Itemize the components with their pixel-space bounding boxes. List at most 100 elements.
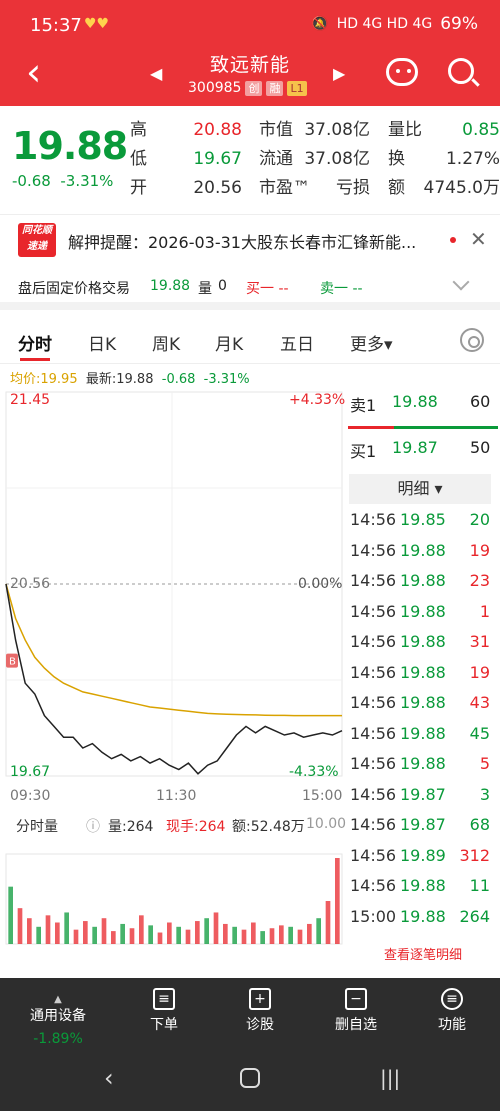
tab-more[interactable]: 更多▾ xyxy=(350,335,393,355)
tick-row: 14:56 19.88 19 xyxy=(346,659,500,689)
close-icon[interactable]: ✕ xyxy=(470,227,487,251)
sector-button[interactable]: ▲ 通用设备 -1.89% xyxy=(18,994,98,1047)
tick-volume: 11 xyxy=(469,876,490,895)
tick-volume: 1 xyxy=(479,601,490,621)
next-stock-icon[interactable]: ▶ xyxy=(333,64,346,83)
caret-up-icon: ▲ xyxy=(54,994,62,1005)
tick-time: 15:00 xyxy=(350,906,397,926)
tick-price: 19.88 xyxy=(400,540,446,560)
value-vol-ratio: 0.85 xyxy=(462,120,500,140)
buy-marker xyxy=(6,653,18,668)
nav-back-icon[interactable]: ‹ xyxy=(104,1064,114,1092)
value-open: 20.56 xyxy=(193,178,242,198)
diagnose-button[interactable]: + 诊股 xyxy=(220,988,300,1034)
tick-price: 19.88 xyxy=(400,693,446,712)
y-top-label: 21.45 xyxy=(10,392,51,408)
diagnose-icon: + xyxy=(249,988,271,1010)
chevron-down-icon[interactable] xyxy=(452,273,470,291)
nav-row: ‹ ◀ 致远新能 300985 创 融 L1 ▶ xyxy=(0,44,500,104)
volume-bar xyxy=(325,901,331,944)
status-time: 15:37 xyxy=(30,15,82,36)
avg-price: 均价:19.95 xyxy=(10,372,78,387)
volume-bar xyxy=(204,918,209,944)
battery-level: 69% xyxy=(440,14,478,34)
back-icon[interactable]: ‹ xyxy=(26,50,42,94)
tick-row: 14:56 19.89 312 xyxy=(346,842,500,872)
sell-1-vol: 60 xyxy=(470,392,491,411)
tick-volume: 45 xyxy=(469,723,490,743)
tick-volume: 312 xyxy=(459,845,490,865)
value-pe: 亏损 xyxy=(336,178,370,198)
tab-five-day[interactable]: 五日 xyxy=(280,335,314,355)
current-price: 19.88 xyxy=(12,124,128,168)
detail-dropdown[interactable]: 明细 ▾ xyxy=(349,474,491,504)
remove-watchlist-button[interactable]: − 删自选 xyxy=(316,988,396,1034)
tick-price: 19.88 xyxy=(400,601,446,621)
tick-time: 14:56 xyxy=(350,510,397,529)
tick-row: 14:56 19.88 11 xyxy=(346,872,500,902)
volume-bar xyxy=(223,923,228,944)
tick-volume: 5 xyxy=(479,754,490,773)
after-hours-label: 盘后固定价格交易 xyxy=(18,281,130,297)
price-line xyxy=(5,583,343,775)
tick-row: 14:56 19.87 68 xyxy=(346,811,500,841)
y-mid-label: 20.56 xyxy=(10,576,51,592)
place-order-button[interactable]: ≡ 下单 xyxy=(124,988,204,1034)
latest-chg: -0.68 xyxy=(161,372,196,387)
tick-volume: 20 xyxy=(469,510,490,529)
volume-bar xyxy=(185,929,191,944)
tick-list[interactable]: 14:56 19.85 20 14:56 19.88 19 14:56 19.88 23 14:5… xyxy=(346,500,500,940)
help-icon[interactable]: ⓘ xyxy=(86,819,100,835)
after-hours-row[interactable]: 盘后固定价格交易 19.88 量 0 买一 -- 卖一 -- xyxy=(0,266,500,310)
latest-pct: -3.31% xyxy=(203,372,250,387)
tick-volume: 43 xyxy=(469,693,490,712)
value-low: 19.67 xyxy=(193,149,242,169)
tick-time: 14:56 xyxy=(350,540,397,560)
volume-bar xyxy=(307,923,312,944)
volume-bar xyxy=(176,926,181,944)
intraday-chart[interactable]: B xyxy=(0,384,346,978)
volume-bar xyxy=(148,925,153,944)
volume-bar xyxy=(120,923,125,944)
mute-icon: 🔕 xyxy=(311,16,329,32)
label-turnover: 换 xyxy=(388,149,405,169)
search-icon[interactable] xyxy=(448,58,474,84)
view-all-ticks-link[interactable]: 查看逐笔明细 xyxy=(383,948,462,963)
functions-button[interactable]: ≡ 功能 xyxy=(412,988,492,1034)
tick-time: 14:56 xyxy=(350,571,397,590)
label-open: 开 xyxy=(130,178,147,198)
volume-bar xyxy=(167,922,172,944)
value-float: 37.08亿 xyxy=(304,149,370,169)
volume-bar xyxy=(83,921,88,944)
alert-text[interactable]: 解押提醒：2026-03-31大股东长春市汇锋新能... xyxy=(68,233,417,252)
tick-price: 19.88 xyxy=(400,662,446,682)
volume-bar xyxy=(111,931,116,944)
volume-label[interactable]: 分时量 xyxy=(16,819,58,835)
tab-daily-k[interactable]: 日K xyxy=(88,335,117,355)
tab-intraday[interactable]: 分时 xyxy=(18,335,52,355)
header: 15:37 ♥♥ 🔕 HD 4G HD 4G 69% ‹ ◀ 致远新能 3009… xyxy=(0,0,500,106)
assistant-robot-icon[interactable] xyxy=(386,58,418,86)
nav-recents-icon[interactable]: ||| xyxy=(380,1066,401,1090)
tick-price: 19.88 xyxy=(400,632,446,651)
news-alert[interactable]: 同花顺 速递 解押提醒：2026-03-31大股东长春市汇锋新能... ✕ xyxy=(0,214,500,264)
volume-bar xyxy=(195,921,200,944)
volume-bar xyxy=(297,929,303,944)
nav-home-icon[interactable] xyxy=(240,1068,260,1088)
tonghuashun-logo: 同花顺 速递 xyxy=(18,223,56,257)
prev-stock-icon[interactable]: ◀ xyxy=(150,64,163,83)
after-hours-price: 19.88 xyxy=(150,278,191,294)
tick-volume: 23 xyxy=(469,571,490,590)
y-bottom-label: 19.67 xyxy=(10,764,51,780)
volume-bar xyxy=(213,912,219,944)
label-float: 流通 xyxy=(259,149,293,169)
tick-row: 14:56 19.87 3 xyxy=(346,781,500,811)
chart-settings-icon[interactable] xyxy=(460,328,484,352)
volume-info: 量:264 xyxy=(108,819,154,835)
tick-time: 14:56 xyxy=(350,754,397,773)
label-high: 高 xyxy=(130,120,147,140)
tab-weekly-k[interactable]: 周K xyxy=(152,335,181,355)
tick-price: 19.88 xyxy=(400,571,446,590)
tab-monthly-k[interactable]: 月K xyxy=(215,335,244,355)
tick-row: 14:56 19.88 19 xyxy=(346,537,500,567)
